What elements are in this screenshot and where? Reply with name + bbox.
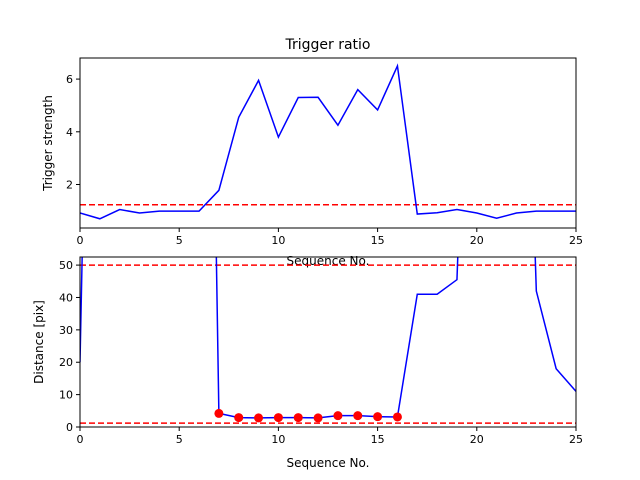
data-point	[313, 413, 323, 423]
y-axis-label: Trigger strength	[41, 95, 55, 192]
axes-frame	[79, 256, 577, 428]
plot-area	[80, 257, 576, 424]
series-line	[80, 63, 576, 220]
x-tick-label: 15	[371, 234, 385, 247]
y-tick-label: 20	[59, 356, 73, 369]
x-tick-label: 20	[470, 433, 484, 446]
x-tick-label: 20	[470, 234, 484, 247]
y-tick-label: 50	[59, 259, 73, 272]
y-tick-label: 4	[66, 126, 73, 139]
x-tick-label: 5	[176, 433, 183, 446]
y-tick-label: 10	[59, 389, 73, 402]
data-point	[273, 413, 283, 423]
x-tick-label: 25	[569, 234, 583, 247]
x-tick-label: 5	[176, 234, 183, 247]
x-tick-label: 10	[271, 234, 285, 247]
x-tick-label: 15	[371, 433, 385, 446]
y-tick-label: 40	[59, 291, 73, 304]
x-axis-label: Sequence No.	[287, 456, 370, 470]
data-point	[353, 411, 363, 421]
trigger-ratio-plot: Trigger ratio Sequence No. Trigger stren…	[41, 37, 583, 268]
x-tick-label: 0	[77, 234, 84, 247]
plot-area	[80, 63, 576, 220]
distance-plot: Sequence No. Distance [pix] 0 5 10 15 20 25 0 1…	[32, 256, 583, 470]
x-tick-label: 10	[271, 433, 285, 446]
y-axis-label: Distance [pix]	[32, 300, 46, 384]
data-point	[392, 412, 402, 422]
data-point	[214, 408, 224, 418]
data-point	[293, 413, 303, 423]
x-tick-label: 0	[77, 433, 84, 446]
x-axis-label: Sequence No.	[287, 254, 370, 268]
y-tick-label: 0	[66, 421, 73, 434]
x-tick-label: 25	[569, 433, 583, 446]
data-point	[373, 412, 383, 422]
data-point	[254, 413, 264, 423]
axes-frame	[79, 57, 577, 229]
y-tick-label: 2	[66, 179, 73, 192]
y-tick-label: 6	[66, 73, 73, 86]
chart-title: Trigger ratio	[284, 37, 370, 53]
data-point	[234, 413, 244, 423]
data-point	[333, 411, 343, 421]
y-tick-label: 30	[59, 324, 73, 337]
